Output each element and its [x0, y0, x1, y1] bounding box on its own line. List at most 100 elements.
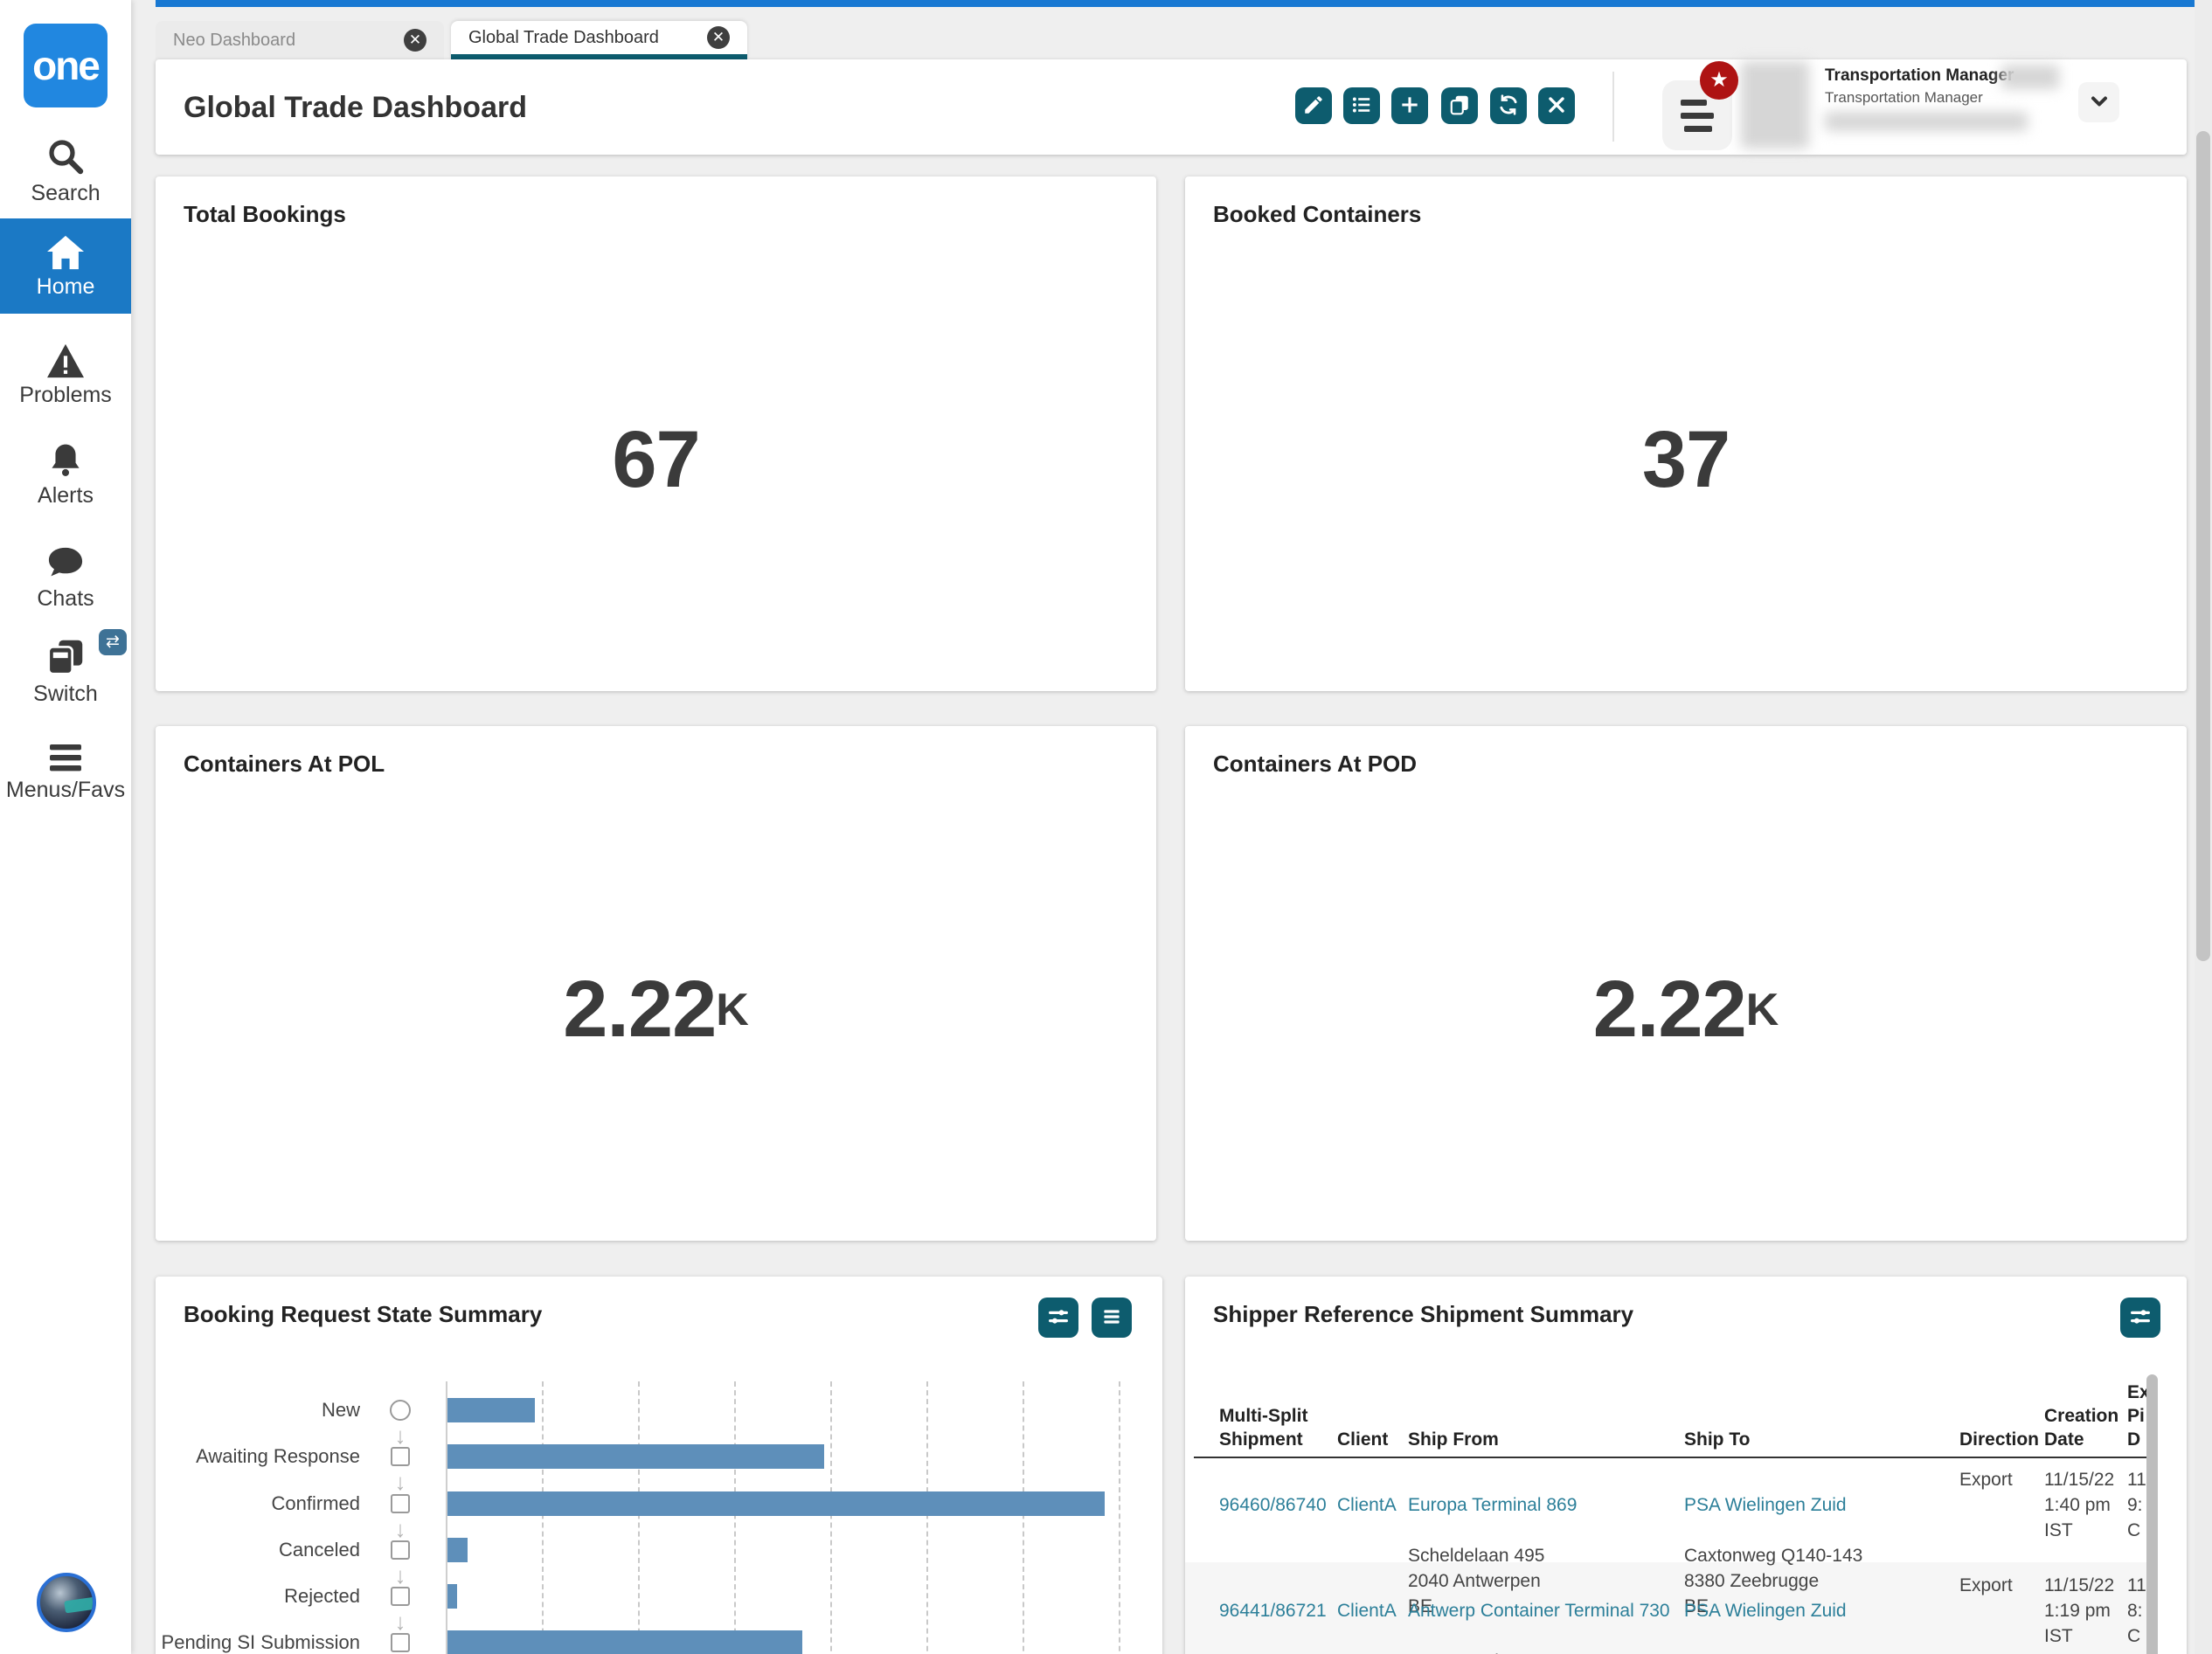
- close-dashboard-button[interactable]: [1538, 87, 1575, 124]
- flow-down-arrow-icon: ↓: [394, 1562, 406, 1588]
- chart-filter-button[interactable]: [1038, 1298, 1078, 1338]
- containers-at-pol-card: Containers At POL 2.22 K: [156, 726, 1156, 1241]
- chart-category-label: Awaiting Response: [196, 1445, 360, 1467]
- sliders-icon: [2128, 1305, 2153, 1332]
- chart-y-axis: [446, 1381, 447, 1654]
- ship-from-link[interactable]: Europa Terminal 869: [1408, 1495, 1578, 1515]
- user-avatar-redacted[interactable]: [1741, 61, 1809, 149]
- bar-new[interactable]: [447, 1398, 535, 1422]
- switch-swap-badge-icon[interactable]: ⇄: [99, 629, 127, 655]
- ship-from-link[interactable]: Antwerp Container Terminal 730: [1408, 1601, 1670, 1621]
- ship-to-address: Caxtonweg Q140-143 8380 Zeebrugge BE: [1684, 1651, 1862, 1654]
- one-logo[interactable]: one: [24, 24, 107, 107]
- top-accent-bar: [156, 0, 2212, 7]
- value-suffix: K: [1745, 984, 1779, 1035]
- state-radio-new[interactable]: [390, 1400, 411, 1421]
- state-checkbox-awaiting-response[interactable]: [391, 1447, 410, 1466]
- clipped-cell: 11 8: C: [2127, 1575, 2146, 1646]
- chart-category-label: Pending SI Submission: [161, 1631, 360, 1653]
- containers-at-pol-value: 2.22: [563, 965, 717, 1054]
- user-menu-button[interactable]: [1662, 80, 1732, 150]
- sidebar-item-problems[interactable]: Problems: [0, 343, 131, 408]
- chart-title: Booking Request State Summary: [184, 1301, 543, 1327]
- sidebar-item-label: Alerts: [38, 483, 94, 508]
- bar-confirmed[interactable]: [447, 1491, 1105, 1516]
- shipment-link[interactable]: 96460/86740: [1219, 1495, 1327, 1515]
- booked-containers-card: Booked Containers 37: [1185, 176, 2187, 691]
- sidebar-item-home[interactable]: Home: [0, 218, 131, 314]
- tab-global-trade-dashboard[interactable]: Global Trade Dashboard ✕: [451, 21, 747, 59]
- table-filter-button[interactable]: [2120, 1298, 2160, 1338]
- home-icon: [0, 234, 131, 271]
- one-logo-text: one: [32, 43, 101, 88]
- ship-to-link[interactable]: PSA Wielingen Zuid: [1684, 1495, 1847, 1515]
- card-title: Total Bookings: [184, 201, 346, 227]
- gridline: [830, 1381, 832, 1654]
- user-name: Transportation Manager: [1825, 66, 2014, 85]
- hamburger-menu-icon: [1100, 1305, 1123, 1331]
- shipment-link[interactable]: 96441/86721: [1219, 1601, 1327, 1621]
- add-widget-button[interactable]: [1391, 87, 1428, 124]
- refresh-button[interactable]: [1490, 87, 1527, 124]
- tab-close-icon[interactable]: ✕: [404, 29, 426, 52]
- sidebar-item-switch[interactable]: ⇄ Switch: [0, 629, 131, 707]
- client-link[interactable]: ClientA: [1337, 1495, 1397, 1515]
- list-icon: [1350, 93, 1373, 119]
- flow-down-arrow-icon: ↓: [394, 1469, 406, 1495]
- page-scrollbar-thumb[interactable]: [2196, 131, 2210, 961]
- tab-close-icon[interactable]: ✕: [707, 26, 730, 49]
- flow-down-arrow-icon: ↓: [394, 1516, 406, 1542]
- plus-icon: [1398, 93, 1421, 119]
- sidebar: one Search Home Problems Alerts Chats: [0, 0, 131, 1654]
- bar-rejected[interactable]: [447, 1584, 457, 1609]
- bar-canceled[interactable]: [447, 1538, 468, 1562]
- bar-awaiting-response[interactable]: [447, 1444, 824, 1469]
- gridline: [926, 1381, 928, 1654]
- menu-lines-icon: [1681, 99, 1707, 106]
- sidebar-item-label: Problems: [19, 383, 112, 407]
- hamburger-menu-icon: [0, 741, 131, 774]
- col-header-client[interactable]: Client: [1337, 1429, 1389, 1450]
- tab-label: Global Trade Dashboard: [468, 27, 659, 47]
- total-bookings-value: 67: [612, 415, 700, 504]
- table-scrollbar-thumb[interactable]: [2146, 1374, 2158, 1654]
- list-view-button[interactable]: [1343, 87, 1380, 124]
- chart-menu-button[interactable]: [1092, 1298, 1132, 1338]
- client-link[interactable]: ClientA: [1337, 1601, 1397, 1621]
- ship-to-link[interactable]: PSA Wielingen Zuid: [1684, 1601, 1847, 1621]
- card-title: Containers At POL: [184, 751, 385, 777]
- bar-pending-si-submission[interactable]: [447, 1630, 802, 1654]
- table-header-rule: [1194, 1457, 2148, 1458]
- favorite-star-badge-icon: ★: [1700, 61, 1738, 100]
- tab-neo-dashboard[interactable]: Neo Dashboard ✕: [156, 21, 444, 59]
- gridline: [734, 1381, 736, 1654]
- page-title: Global Trade Dashboard: [184, 91, 527, 124]
- state-checkbox-rejected[interactable]: [391, 1587, 410, 1606]
- ship-from-address: Scheldelaan 495 2040 Antwerpen BE: [1408, 1546, 1545, 1616]
- sliders-icon: [1046, 1305, 1071, 1332]
- assistant-chatbot-button[interactable]: [37, 1573, 96, 1632]
- state-checkbox-confirmed[interactable]: [391, 1494, 410, 1513]
- edit-dashboard-button[interactable]: [1295, 87, 1332, 124]
- chart-category-label: New: [321, 1399, 360, 1421]
- sidebar-item-search[interactable]: Search: [0, 135, 131, 206]
- copy-dashboard-button[interactable]: [1441, 87, 1478, 124]
- sidebar-item-chats[interactable]: Chats: [0, 546, 131, 612]
- col-header-clipped[interactable]: Ex Pi D: [2127, 1382, 2150, 1450]
- user-dropdown-button[interactable]: [2078, 82, 2119, 122]
- state-checkbox-pending-si-submission[interactable]: [391, 1633, 410, 1652]
- shipper-reference-shipment-summary-card: Shipper Reference Shipment Summary Multi…: [1185, 1277, 2187, 1654]
- col-header-direction[interactable]: Direction: [1959, 1429, 2040, 1450]
- sidebar-item-label: Switch: [33, 682, 98, 706]
- col-header-multi-split-shipment[interactable]: Multi-Split Shipment: [1219, 1406, 1308, 1450]
- sidebar-item-menus-favs[interactable]: Menus/Favs: [0, 741, 131, 803]
- sidebar-item-alerts[interactable]: Alerts: [0, 441, 131, 509]
- value-suffix: K: [716, 984, 749, 1035]
- ship-to-address: Caxtonweg Q140-143 8380 Zeebrugge BE: [1684, 1546, 1863, 1616]
- col-header-ship-to[interactable]: Ship To: [1684, 1429, 1751, 1450]
- col-header-ship-from[interactable]: Ship From: [1408, 1429, 1499, 1450]
- state-checkbox-canceled[interactable]: [391, 1540, 410, 1560]
- table-row: 96441/86721: [1219, 1573, 1333, 1649]
- assistant-visor-decoration: [64, 1596, 93, 1614]
- col-header-creation-date[interactable]: Creation Date: [2044, 1406, 2119, 1450]
